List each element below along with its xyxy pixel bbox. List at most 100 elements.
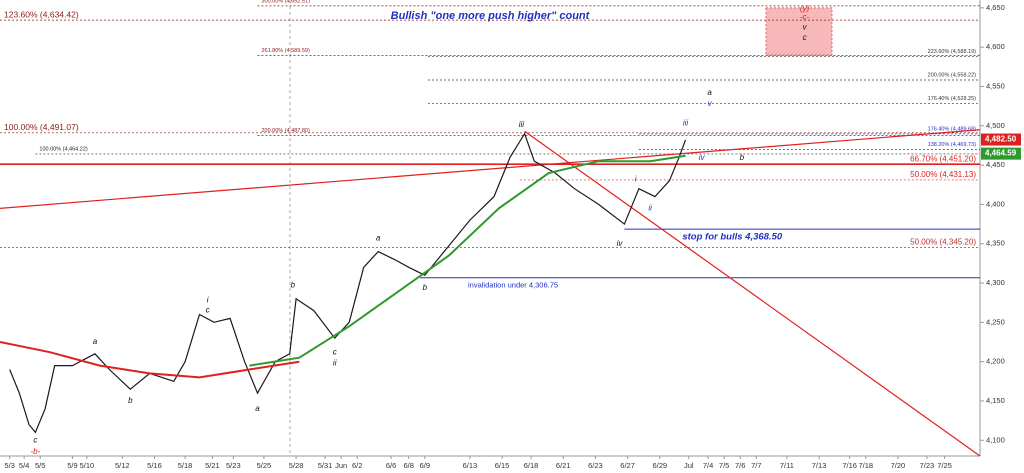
fib-label: 200.00% (4,487.80) — [261, 128, 309, 134]
moving-average — [0, 341, 300, 379]
wave-label: a — [376, 233, 381, 242]
x-tick-label: 6/6 — [386, 461, 396, 470]
x-tick-label: 5/18 — [178, 461, 193, 470]
x-tick-label: Jul — [684, 461, 694, 470]
x-tick-label: 5/3 — [4, 461, 14, 470]
price-tag-label: 4,464.59 — [985, 149, 1017, 158]
wave-label: c — [206, 306, 210, 315]
wave-label: ii — [648, 203, 652, 212]
fib-label: 66.70% (4,451.20) — [910, 154, 976, 163]
blue-level-label: invalidation under 4,306.75 — [468, 281, 558, 290]
x-tick-label: 5/9 — [67, 461, 77, 470]
x-tick-label: 5/12 — [115, 461, 130, 470]
wave-label: (y) — [800, 4, 810, 13]
wave-label: v — [803, 23, 808, 32]
x-tick-label: 7/20 — [891, 461, 906, 470]
price-tag — [981, 147, 1021, 160]
fib-label: 176.40% (4,489.68) — [928, 126, 976, 132]
x-tick-label: 7/25 — [937, 461, 952, 470]
x-tick-label: 5/10 — [80, 461, 95, 470]
x-tick-label: 5/25 — [257, 461, 272, 470]
fib-label: 50.00% (4,431.13) — [910, 170, 976, 179]
fib-label: 138.20% (4,469.73) — [928, 142, 976, 148]
y-tick-label: 4,500 — [986, 121, 1005, 130]
x-tick-label: 7/7 — [751, 461, 761, 470]
x-tick-label: 6/29 — [652, 461, 667, 470]
wave-label: c — [333, 347, 337, 356]
x-tick-label: 7/13 — [812, 461, 827, 470]
wave-label: i — [207, 295, 209, 304]
y-tick-label: 4,300 — [986, 278, 1005, 287]
target-box — [765, 7, 833, 56]
x-tick-label: 5/21 — [205, 461, 220, 470]
wave-label: b — [291, 281, 296, 290]
chart-title: Bullish "one more push higher" count — [391, 10, 591, 22]
y-tick-label: 4,650 — [986, 3, 1005, 12]
wave-label: b — [128, 396, 133, 405]
x-tick-label: 5/31 — [318, 461, 333, 470]
fib-label: 261.80% (4,589.59) — [261, 48, 309, 54]
fib-label: 176.40% (4,528.25) — [928, 96, 976, 102]
wave-label: -b- — [31, 447, 41, 456]
x-tick-label: 6/27 — [620, 461, 635, 470]
x-tick-label: 6/18 — [524, 461, 539, 470]
x-tick-label: 6/21 — [556, 461, 571, 470]
wave-label: c — [803, 33, 807, 42]
fib-label: 300.00% (4,652.51) — [261, 0, 309, 4]
wave-label: i — [635, 174, 637, 183]
y-tick-label: 4,250 — [986, 317, 1005, 326]
y-tick-label: 4,550 — [986, 81, 1005, 90]
fib-label: 100.00% (4,464.22) — [39, 146, 87, 152]
wave-label: a — [255, 404, 260, 413]
blue-level-label: stop for bulls 4,368.50 — [682, 232, 782, 243]
x-tick-label: 7/4 — [703, 461, 713, 470]
fib-label: 50.00% (4,345.20) — [910, 238, 976, 247]
x-tick-label: 6/9 — [420, 461, 430, 470]
x-tick-label: 7/11 — [780, 461, 794, 470]
wave-label: v — [708, 99, 713, 108]
x-tick-label: 5/4 — [19, 461, 29, 470]
wave-label: b — [740, 153, 745, 162]
trend-line — [0, 129, 981, 209]
price-tag-label: 4,482.50 — [985, 135, 1017, 144]
x-tick-label: 5/16 — [147, 461, 162, 470]
y-tick-label: 4,150 — [986, 396, 1005, 405]
x-tick-label: 6/15 — [495, 461, 510, 470]
x-tick-label: 7/16 — [842, 461, 857, 470]
wave-label: iii — [683, 119, 689, 128]
wave-label: iv — [617, 239, 624, 248]
moving-average — [249, 154, 686, 367]
wave-label: b — [423, 283, 428, 292]
x-tick-label: 5/28 — [289, 461, 304, 470]
x-tick-label: 7/6 — [735, 461, 745, 470]
wave-label: a — [707, 88, 712, 97]
y-tick-label: 4,200 — [986, 357, 1005, 366]
x-tick-label: 6/13 — [463, 461, 478, 470]
wave-label: iii — [519, 120, 525, 129]
x-tick-label: 6/2 — [352, 461, 362, 470]
y-tick-label: 4,450 — [986, 160, 1005, 169]
x-tick-label: 5/5 — [35, 461, 45, 470]
x-tick-label: 7/23 — [920, 461, 935, 470]
fib-label: 123.60% (4,634.42) — [4, 9, 79, 19]
fib-label: 223.60% (4,588.19) — [928, 49, 976, 55]
wave-label: c — [33, 435, 37, 444]
x-tick-label: 7/18 — [858, 461, 873, 470]
y-tick-label: 4,400 — [986, 199, 1005, 208]
x-tick-label: 6/8 — [404, 461, 414, 470]
wave-label: -c- — [800, 12, 810, 21]
x-tick-label: 7/5 — [719, 461, 729, 470]
fib-label: 100.00% (4,491.07) — [4, 122, 79, 132]
trend-line — [524, 130, 981, 457]
price-tag — [981, 133, 1021, 146]
x-tick-label: 6/23 — [588, 461, 603, 470]
y-tick-label: 4,600 — [986, 42, 1005, 51]
fib-label: 200.00% (4,558.22) — [928, 72, 976, 78]
x-tick-label: Jun — [335, 461, 347, 470]
y-tick-label: 4,100 — [986, 435, 1005, 444]
y-tick-label: 4,350 — [986, 239, 1005, 248]
wave-label: iv — [699, 153, 706, 162]
wave-label: ii — [333, 358, 337, 367]
x-tick-label: 5/23 — [226, 461, 241, 470]
